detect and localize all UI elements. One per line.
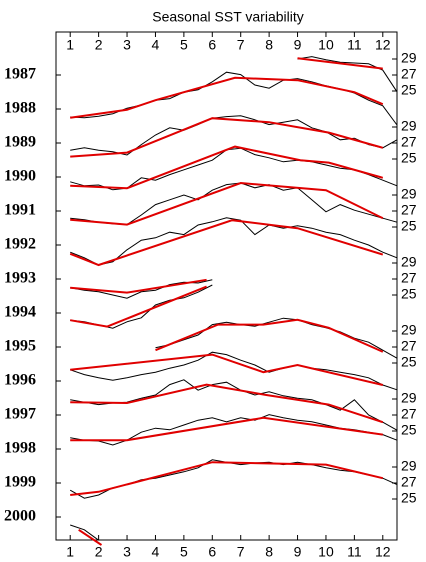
plot-frame [55,31,398,541]
x-tick-label-top: 8 [265,37,273,53]
year-label: 1992 [4,236,36,253]
fit-line [70,181,384,226]
sst-line [70,524,99,541]
year-label: 1997 [4,406,36,423]
fit-line [70,117,384,158]
x-tick-label-top: 3 [123,37,131,53]
x-tick-label-bottom: 10 [318,544,334,560]
x-tick-label-top: 6 [208,37,216,53]
x-tick-label-bottom: 8 [265,544,273,560]
fit-line [70,76,384,119]
fit-line [70,353,384,386]
year-label: 1995 [4,338,36,355]
fit-line [70,461,384,496]
y-tick-label: 25 [401,150,417,166]
year-label: 1990 [4,168,36,185]
fit-line [69,219,384,267]
fit-line [70,278,207,294]
year-label: 1987 [4,66,36,83]
x-tick-label-bottom: 12 [375,544,391,560]
year-label: 1989 [4,134,36,151]
y-tick-label: 29 [401,458,417,474]
x-tick-label-top: 7 [237,37,245,53]
sst-line [70,115,398,156]
y-tick-label: 27 [401,202,417,218]
y-tick-label: 25 [401,286,417,302]
y-tick-label: 29 [401,50,417,66]
sst-line [70,71,398,126]
y-tick-label: 25 [401,354,417,370]
x-tick-label-bottom: 6 [208,544,216,560]
year-label: 1988 [4,100,36,117]
y-tick-label: 27 [401,270,417,286]
year-label: 1998 [4,440,36,457]
y-tick-label: 25 [401,82,417,98]
year-label: 1996 [4,372,36,389]
x-tick-label-bottom: 3 [123,544,131,560]
y-tick-label: 25 [401,490,417,506]
x-tick-label-top: 1 [66,37,74,53]
x-tick-label-top: 5 [180,37,188,53]
fit-line [70,285,207,328]
x-tick-label-top: 11 [347,37,362,53]
year-label: 1994 [4,304,36,321]
sst-line [70,217,398,266]
y-tick-label: 27 [401,474,417,490]
year-label: 1991 [4,202,36,219]
sst-line [69,459,398,499]
x-tick-label-top: 10 [318,37,334,53]
y-tick-label: 25 [401,422,417,438]
year-label: 2000 [4,508,36,525]
x-tick-label-bottom: 7 [237,544,245,560]
fit-line [297,57,383,70]
fit-line [70,383,384,424]
y-tick-label: 29 [401,390,417,406]
chart-title: Seasonal SST variability [152,9,303,25]
y-tick-label: 29 [401,186,417,202]
x-tick-label-bottom: 2 [95,544,103,560]
y-tick-label: 29 [401,322,417,338]
y-tick-label: 27 [401,134,417,150]
y-tick-label: 27 [401,406,417,422]
fit-line [70,416,383,442]
fit-line [78,528,103,546]
y-tick-label: 29 [401,118,417,134]
y-tick-label: 27 [401,338,417,354]
sst-line [297,56,398,93]
x-tick-label-bottom: 9 [294,544,302,560]
sst-line [70,351,398,391]
x-tick-label-top: 2 [95,37,103,53]
x-tick-label-bottom: 4 [152,544,160,560]
year-label: 1999 [4,474,36,491]
x-tick-label-bottom: 11 [347,544,362,560]
x-tick-label-top: 12 [375,37,391,53]
x-tick-label-top: 4 [152,37,160,53]
sst-line [155,317,398,359]
y-tick-label: 29 [401,254,417,270]
year-label: 1993 [4,270,36,287]
x-tick-label-bottom: 5 [180,544,188,560]
x-tick-label-top: 9 [294,37,302,53]
y-tick-label: 25 [401,218,417,234]
x-tick-label-bottom: 1 [66,544,74,560]
fit-line [70,145,384,190]
fit-line [155,318,384,353]
y-tick-label: 27 [401,66,417,82]
